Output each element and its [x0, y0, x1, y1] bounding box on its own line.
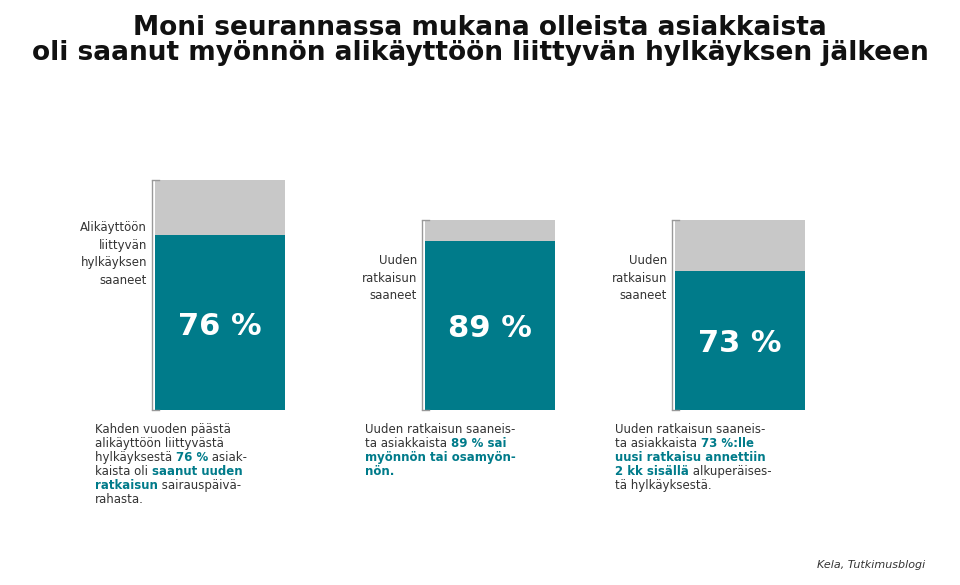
Text: 89 %: 89 % — [448, 314, 532, 343]
Text: alikäyttöön liittyvästä: alikäyttöön liittyvästä — [95, 437, 224, 450]
Text: Uuden
ratkaisun
saaneet: Uuden ratkaisun saaneet — [612, 254, 667, 302]
Text: rahasta.: rahasta. — [95, 493, 144, 506]
Text: 2 kk sisällä: 2 kk sisällä — [615, 465, 689, 478]
Text: 89 % sai: 89 % sai — [451, 437, 506, 450]
Text: Kela, Tutkimusblogi: Kela, Tutkimusblogi — [817, 560, 925, 570]
Text: Uuden ratkaisun saaneis-: Uuden ratkaisun saaneis- — [365, 423, 516, 436]
Bar — [425, 220, 555, 241]
Bar — [675, 220, 805, 271]
Text: ratkaisun: ratkaisun — [95, 479, 157, 492]
Text: Uuden
ratkaisun
saaneet: Uuden ratkaisun saaneet — [362, 254, 417, 302]
Text: 76 %: 76 % — [176, 451, 208, 464]
Text: alkuperäises-: alkuperäises- — [689, 465, 772, 478]
Text: Alikäyttöön
liittyvän
hylkäyksen
saaneet: Alikäyttöön liittyvän hylkäyksen saaneet — [80, 221, 147, 287]
Text: Moni seurannassa mukana olleista asiakkaista: Moni seurannassa mukana olleista asiakka… — [133, 15, 827, 41]
Text: kaista oli: kaista oli — [95, 465, 152, 478]
Text: asiak-: asiak- — [208, 451, 247, 464]
Text: Uuden ratkaisun saaneis-: Uuden ratkaisun saaneis- — [615, 423, 765, 436]
Text: oli saanut myönnön alikäyttöön liittyvän hylkäyksen jälkeen: oli saanut myönnön alikäyttöön liittyvän… — [32, 40, 928, 66]
Text: uusi ratkaisu annettiin: uusi ratkaisu annettiin — [615, 451, 766, 464]
Text: hylkäyksestä: hylkäyksestä — [95, 451, 176, 464]
Text: 73 %:lle: 73 %:lle — [701, 437, 754, 450]
Text: myönnön tai osamyön-: myönnön tai osamyön- — [365, 451, 516, 464]
Bar — [425, 241, 555, 410]
Bar — [675, 271, 805, 410]
Text: ta asiakkaista: ta asiakkaista — [615, 437, 701, 450]
Text: nön.: nön. — [365, 465, 395, 478]
Text: 73 %: 73 % — [698, 329, 781, 358]
Text: tä hylkäyksestä.: tä hylkäyksestä. — [615, 479, 711, 492]
Text: sairauspäivä-: sairauspäivä- — [157, 479, 241, 492]
Text: ta asiakkaista: ta asiakkaista — [365, 437, 451, 450]
Bar — [155, 180, 285, 235]
Text: saanut uuden: saanut uuden — [152, 465, 242, 478]
Text: Kahden vuoden päästä: Kahden vuoden päästä — [95, 423, 230, 436]
Text: 76 %: 76 % — [179, 312, 262, 340]
Bar — [155, 235, 285, 410]
